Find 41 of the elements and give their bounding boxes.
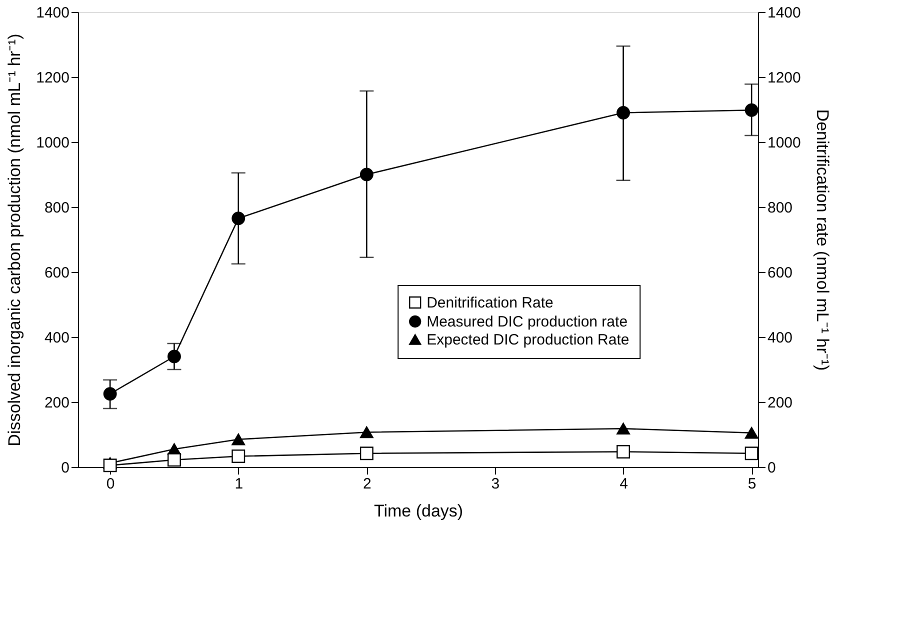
- y2-axis-title: Denitrification rate (nmol mL⁻¹ hr⁻¹): [812, 109, 832, 371]
- y-tick-label: 1200: [36, 70, 70, 86]
- x-tick-label: 0: [106, 476, 115, 492]
- y2-tick-label: 1000: [768, 134, 801, 152]
- x-tick-label: 3: [491, 476, 500, 492]
- point: [232, 450, 246, 463]
- legend-label: Measured DIC production rate: [426, 314, 628, 330]
- y-tick-label: 200: [44, 394, 70, 412]
- y-axis-title: Dissolved inorganic carbon production (nmol mL⁻¹ hr⁻¹): [5, 34, 24, 446]
- y-tick-label: 0: [61, 460, 70, 476]
- legend-label: Denitrification Rate: [426, 294, 554, 312]
- point: [360, 168, 374, 182]
- point: [744, 103, 758, 117]
- point: [103, 387, 117, 401]
- point: [232, 212, 246, 226]
- y2-tick-label: 0: [768, 460, 776, 476]
- point: [103, 458, 117, 472]
- y-tick-label: 400: [44, 330, 70, 346]
- y2-tick-label: 800: [768, 200, 793, 216]
- y2-tick-label: 600: [768, 264, 793, 282]
- y2-tick-label: 1200: [768, 70, 801, 86]
- y-tick-label: 1000: [36, 134, 70, 152]
- y-tick-label: 800: [44, 200, 70, 216]
- y-tick-label: 600: [44, 264, 70, 282]
- point: [232, 433, 246, 446]
- point: [616, 422, 630, 435]
- point: [168, 350, 181, 364]
- x-tick-label: 5: [748, 476, 756, 492]
- point: [616, 106, 630, 120]
- point: [360, 426, 374, 438]
- y2-tick-label: 1400: [768, 4, 801, 22]
- x-axis-title: Time (days): [374, 502, 464, 520]
- point: [744, 426, 758, 439]
- y-tick-label: 1400: [36, 4, 70, 22]
- x-tick-label: 1: [234, 476, 244, 492]
- point: [360, 446, 374, 460]
- legend-label: Expected DIC production Rate: [426, 332, 630, 348]
- y2-tick-label: 400: [768, 330, 793, 346]
- x-tick-label: 2: [363, 476, 372, 492]
- x-tick-label: 4: [620, 476, 628, 492]
- y2-tick-label: 200: [768, 394, 793, 412]
